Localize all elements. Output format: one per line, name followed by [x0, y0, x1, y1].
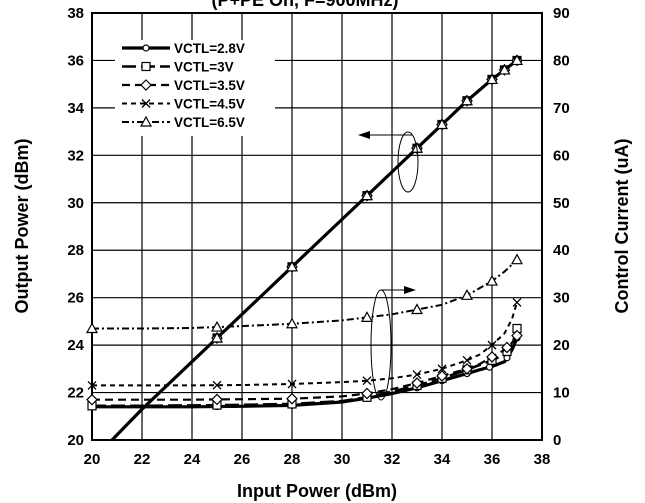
- y-tick-label: 34: [67, 100, 84, 117]
- y-tick-label: 22: [67, 385, 84, 402]
- x-tick-label: 26: [234, 451, 251, 468]
- y2-tick-labels: 0 10 20 30 40 50 60 70 80 90: [553, 5, 570, 449]
- control-current-point: [486, 351, 498, 363]
- y2-tick-label: 50: [553, 195, 570, 212]
- y2-tick-label: 20: [553, 337, 570, 354]
- control-current-point: [485, 274, 499, 286]
- control-current-point: [512, 297, 522, 307]
- output-power-point: [435, 118, 449, 130]
- output-power-point: [210, 331, 224, 343]
- x-tick-label: 28: [284, 451, 301, 468]
- control-current-series-5: [85, 253, 524, 334]
- control-current-point: [510, 253, 524, 265]
- control-current-point: [461, 362, 473, 375]
- y2-tick-label: 60: [553, 147, 570, 164]
- x-tick-label: 30: [334, 451, 351, 468]
- y2-tick-label: 40: [553, 242, 570, 259]
- control-current-point: [360, 311, 374, 322]
- y-tick-label: 36: [67, 52, 84, 69]
- control-current-point: [86, 393, 98, 406]
- control-current-line: [92, 302, 518, 387]
- y-tick-label: 24: [67, 337, 84, 354]
- y2-tick-label: 90: [553, 5, 570, 22]
- x-tick-label: 32: [384, 451, 401, 468]
- x-tick-label: 24: [184, 451, 201, 468]
- x-tick-label: 22: [134, 451, 151, 468]
- control-current-point: [211, 393, 223, 406]
- control-current-point: [361, 387, 373, 400]
- control-current-point: [437, 364, 447, 374]
- legend-label: VCTL=2.8V: [174, 41, 245, 56]
- control-current-point: [501, 341, 513, 354]
- y-tick-label: 26: [67, 290, 84, 307]
- y-tick-label: 32: [67, 147, 84, 164]
- control-current-series-3: [86, 329, 523, 406]
- output-power-point: [510, 54, 524, 66]
- control-current-point: [460, 289, 474, 300]
- control-current-point: [87, 380, 97, 390]
- control-current-point: [362, 376, 372, 386]
- y-tick-label: 28: [67, 242, 84, 259]
- control-current-point: [487, 340, 497, 350]
- output-power-ellipse: [397, 131, 419, 193]
- x-tick-label: 36: [484, 451, 501, 468]
- control-current-point: [462, 355, 472, 365]
- axis-indicator-annotations: [358, 131, 419, 401]
- control-current-point: [511, 329, 523, 342]
- legend-marker: [141, 99, 151, 108]
- y2-tick-label: 0: [553, 432, 561, 449]
- legend-background: [115, 40, 275, 136]
- control-current-point: [287, 379, 297, 389]
- output-power-series: [110, 54, 524, 442]
- chart-title: (P+PE On, F=900MHz): [211, 0, 398, 10]
- y-tick-label: 30: [67, 195, 84, 212]
- plot-frame: [91, 12, 543, 441]
- legend-marker: [139, 115, 153, 127]
- legend-marker: [141, 61, 151, 72]
- output-power-point: [485, 73, 499, 85]
- output-power-point: [360, 189, 374, 201]
- control-current-point: [285, 317, 299, 329]
- x-tick-labels: 20 22 24 26 28 30 32 34 36 38: [84, 451, 551, 468]
- control-current-point: [85, 322, 99, 334]
- y2-tick-label: 70: [553, 100, 570, 117]
- y-tick-labels: 20 22 24 26 28 30 32 34 36 38: [67, 5, 84, 449]
- control-current-point: [436, 370, 448, 382]
- control-current-line: [92, 334, 518, 401]
- y2-tick-label: 30: [553, 290, 570, 307]
- legend-marker: [140, 79, 152, 91]
- control-current-point: [212, 380, 222, 390]
- left-arrow-icon: [358, 131, 370, 139]
- legend-label: VCTL=4.5V: [174, 97, 245, 112]
- legend-marker: [142, 44, 150, 52]
- control-current-point: [286, 392, 298, 405]
- control-current-point: [485, 363, 494, 371]
- control-current-point: [210, 320, 224, 332]
- legend-label: VCTL=3V: [174, 60, 234, 75]
- x-axis-title: Input Power (dBm): [237, 481, 397, 501]
- y2-axis-title: Control Current (uA): [612, 139, 632, 314]
- curves: [85, 54, 524, 442]
- x-tick-label: 20: [84, 451, 101, 468]
- output-power-point: [498, 63, 511, 75]
- y2-tick-label: 80: [553, 52, 570, 69]
- control-current-line: [92, 258, 518, 330]
- output-power-point: [460, 94, 474, 106]
- legend: VCTL=2.8V VCTL=3V VCTL=3.5V VCTL=4.5V VCTL=6…: [115, 40, 275, 136]
- x-tick-label: 34: [434, 451, 451, 468]
- y2-tick-label: 10: [553, 385, 570, 402]
- control-current-point: [411, 377, 423, 389]
- y-tick-label: 20: [67, 432, 84, 449]
- right-arrow-icon: [404, 286, 416, 294]
- y-tick-label: 38: [67, 5, 84, 22]
- x-tick-label: 38: [534, 451, 551, 468]
- control-current-point: [410, 303, 424, 315]
- y-axis-title: Output Power (dBm): [12, 139, 32, 314]
- legend-label: VCTL=3.5V: [174, 78, 245, 93]
- output-power-point: [285, 260, 299, 272]
- control-current-point: [412, 370, 422, 379]
- legend-label: VCTL=6.5V: [174, 115, 245, 130]
- control-current-series-4: [87, 297, 522, 390]
